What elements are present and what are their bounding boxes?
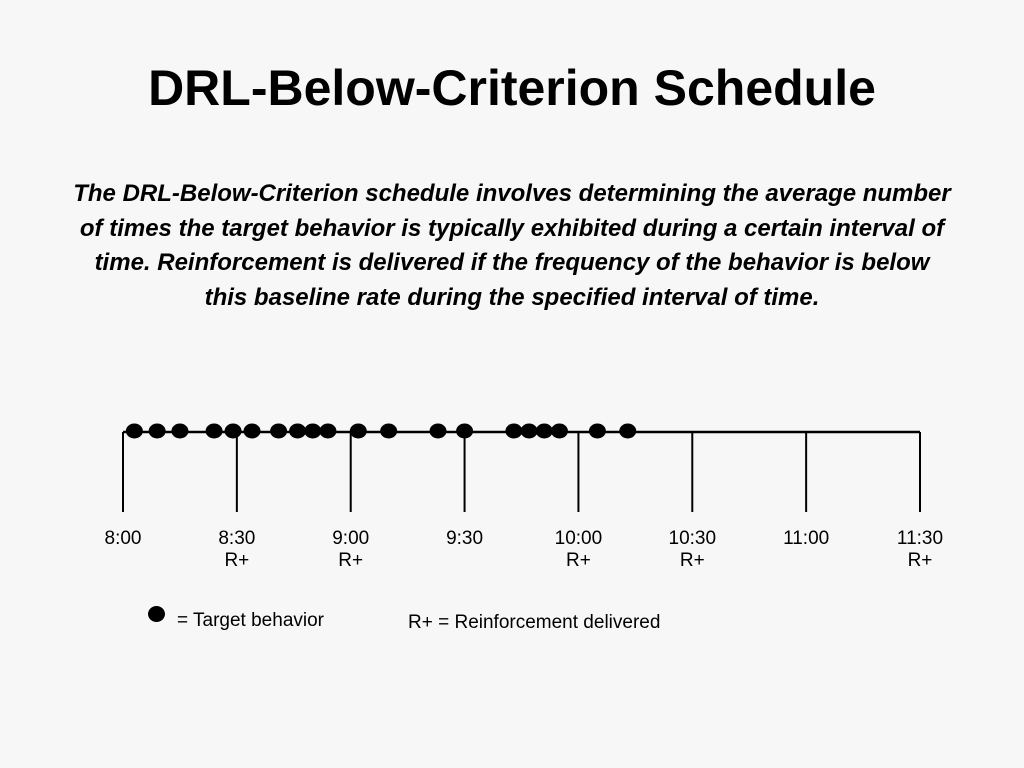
legend-target-behavior: = Target behavior (148, 604, 324, 632)
timeline-tick-label-800: 8:00 (105, 528, 142, 549)
behavior-dot (289, 423, 307, 439)
timeline-tick-label-1100: 11:00 (783, 528, 829, 549)
behavior-dot (520, 423, 538, 439)
timeline-tick-label-900: 9:00 (332, 528, 369, 549)
behavior-dot (456, 423, 474, 439)
behavior-dot (535, 423, 553, 439)
reinforcement-label-830: R+ (224, 550, 249, 571)
behavior-dot (304, 423, 322, 439)
behavior-dot (380, 423, 398, 439)
timeline-tick-label-930: 9:30 (446, 528, 483, 549)
behavior-dot (588, 423, 606, 439)
reinforcement-label-1130: R+ (908, 550, 933, 571)
behavior-dot (205, 423, 223, 439)
target-behavior-dot-icon (148, 606, 165, 622)
slide-description: The DRL-Below-Criterion schedule involve… (73, 180, 951, 311)
timeline-tick-label-1030: 10:30 (669, 528, 717, 549)
behavior-dot (148, 423, 166, 439)
legend-target-behavior-label: = Target behavior (177, 610, 324, 631)
behavior-dot (505, 423, 523, 439)
behavior-dot (125, 423, 143, 439)
timeline-tick-label-1000: 10:00 (555, 528, 603, 549)
legend-reinforcement: R+ = Reinforcement delivered (408, 612, 661, 633)
behavior-dot (243, 423, 261, 439)
slide-title: DRL-Below-Criterion Schedule (148, 60, 876, 116)
behavior-dot (349, 423, 367, 439)
behavior-dot (550, 423, 568, 439)
behavior-dot (171, 423, 189, 439)
timeline-tick-label-1130: 11:30 (897, 528, 943, 549)
timeline-tick-label-830: 8:30 (218, 528, 255, 549)
behavior-dot (319, 423, 337, 439)
behavior-dot (270, 423, 288, 439)
behavior-dot (224, 423, 242, 439)
reinforcement-label-1030: R+ (680, 550, 705, 571)
behavior-dot (429, 423, 447, 439)
behavior-dot (619, 423, 637, 439)
reinforcement-label-1000: R+ (566, 550, 591, 571)
reinforcement-label-900: R+ (338, 550, 363, 571)
